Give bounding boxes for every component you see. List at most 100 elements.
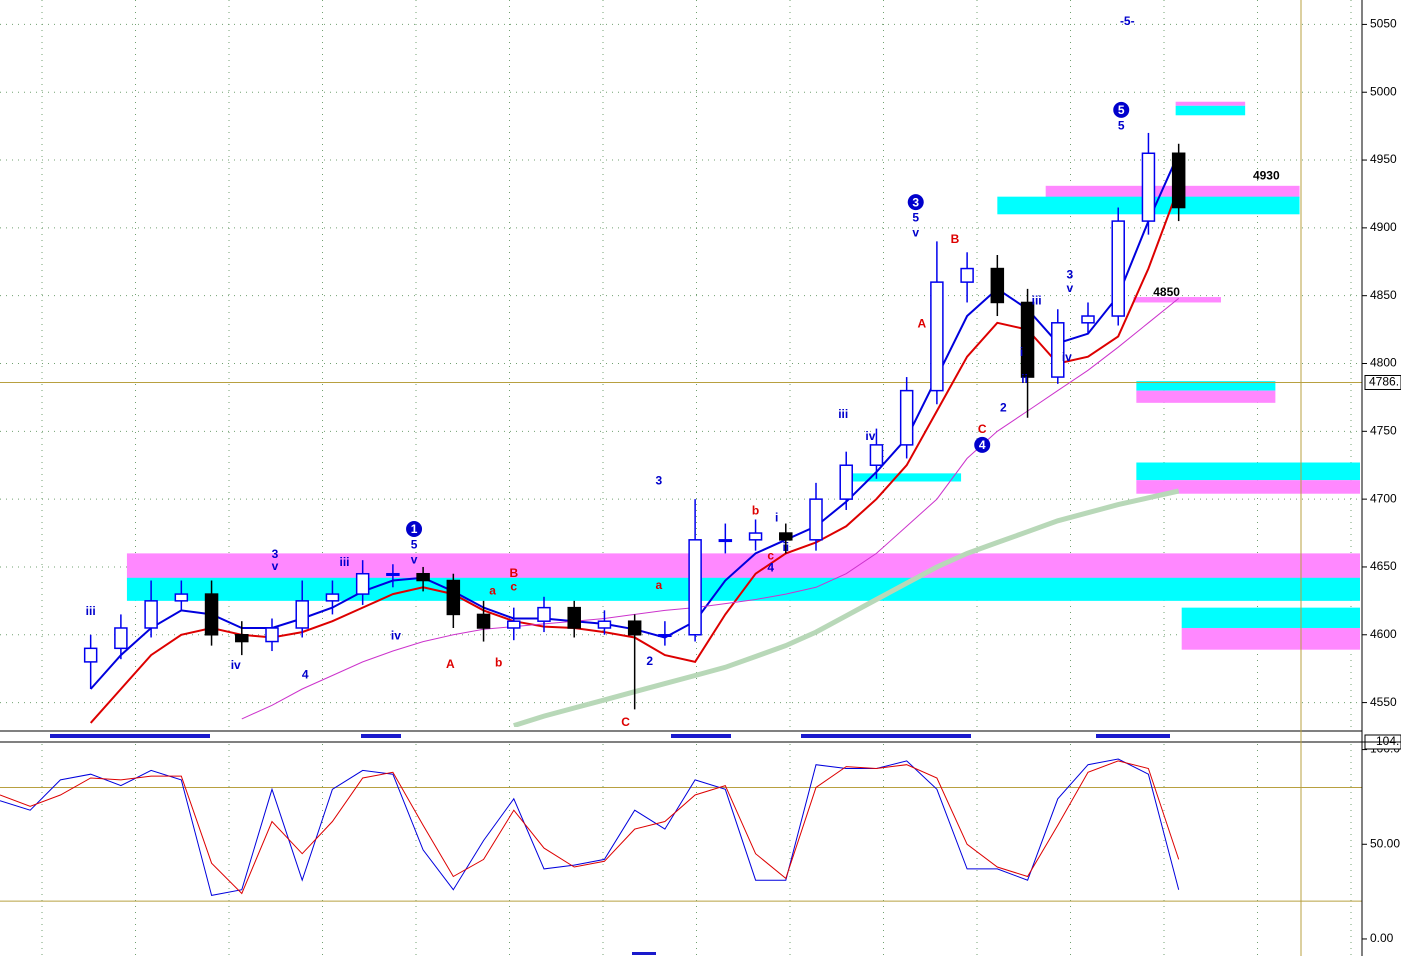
signal-bar [1096, 734, 1170, 738]
value-label: 104. [1376, 734, 1399, 748]
y-tick-label: 4750 [1370, 423, 1397, 437]
wave-label: v [1067, 281, 1074, 295]
candle-body [174, 593, 189, 602]
wave-label: -5- [1120, 14, 1135, 28]
oscillator-line [0, 760, 1180, 895]
candle-body [899, 389, 914, 446]
wave-label: 2 [646, 654, 653, 668]
wave-label: iii [86, 604, 96, 618]
wave-label: C [621, 715, 630, 729]
candle-body [1020, 301, 1035, 378]
wave-label: 4930 [1253, 168, 1280, 182]
wave-label: 3 [272, 547, 279, 561]
candle-body [688, 539, 702, 636]
wave-label: iv [1062, 350, 1072, 364]
wave-label: iii [1032, 293, 1042, 307]
y-tick-label: 4800 [1370, 356, 1397, 370]
wave-label: iii [838, 407, 848, 421]
signal-bars [50, 734, 1170, 955]
wave-label: iv [231, 658, 241, 672]
y-tick-label: 0.00 [1370, 931, 1394, 945]
candle-body [930, 281, 944, 392]
candle-body [537, 606, 551, 622]
moving-average [513, 488, 1180, 727]
candle-body [386, 572, 400, 576]
candle-body [1171, 152, 1186, 209]
wave-label: 4850 [1153, 285, 1180, 299]
zone [1181, 627, 1360, 650]
wave-label: 4 [302, 668, 309, 682]
wave-label: ii [1021, 372, 1028, 386]
price-label-box [1364, 374, 1401, 390]
wave-label: 3 [1067, 268, 1074, 282]
wave-label: c [510, 579, 517, 593]
wave-label: 2 [1000, 400, 1007, 414]
oscillator-panel [0, 744, 1362, 956]
wave-label: 4 [767, 560, 774, 574]
axis-bg [1362, 0, 1401, 956]
signal-bar [632, 952, 656, 955]
wave-label: B [509, 566, 518, 580]
y-tick-label: 4550 [1370, 695, 1397, 709]
y-tick-label: 4650 [1370, 559, 1397, 573]
wave-circle [907, 194, 924, 211]
candle-body [355, 572, 370, 595]
signal-bar [361, 734, 401, 738]
candle-body [1111, 220, 1125, 317]
candle-body [1141, 152, 1156, 222]
candle-body [144, 600, 158, 629]
candle-body [507, 620, 521, 629]
wave-label: a [656, 578, 663, 592]
candle-body [839, 464, 853, 500]
wave-label: iv [865, 429, 875, 443]
y-tick-label: 5000 [1370, 84, 1397, 98]
wave-label: 3 [656, 474, 663, 488]
wave-label: B [951, 232, 960, 246]
wave-label: c [767, 548, 774, 562]
moving-average [241, 298, 1180, 720]
candle-body [204, 593, 219, 636]
wave-label: v [411, 552, 418, 566]
candle-body [1051, 322, 1065, 378]
zone [1136, 390, 1276, 403]
y-tick-label: 4600 [1370, 627, 1397, 641]
candle-body [990, 267, 1005, 304]
candle-body [809, 498, 823, 541]
candle-body [1081, 315, 1095, 324]
candle-body [295, 600, 309, 629]
wave-label: iii [340, 555, 350, 569]
wave-label: A [446, 657, 455, 671]
candle-body [567, 606, 581, 629]
wave-label: b [752, 504, 759, 518]
candle-body [83, 647, 98, 663]
candle-body [446, 579, 461, 616]
signal-bar [801, 734, 971, 738]
price-label: 4786. [1369, 375, 1399, 389]
zone [1136, 462, 1360, 481]
wave-label: iv [391, 628, 401, 642]
candle-body [265, 627, 279, 643]
candle-body [718, 539, 733, 543]
candle-body [779, 532, 793, 541]
y-tick-label: 4900 [1370, 220, 1397, 234]
candle-body [476, 613, 491, 629]
candle-body [869, 444, 884, 466]
y-tick-label: 50.00 [1370, 836, 1400, 850]
zone [126, 553, 1360, 581]
wave-circle-label: 4 [979, 438, 986, 452]
wave-circle-label: 3 [912, 195, 919, 209]
wave-label: 5 [912, 211, 919, 225]
wave-label: C [978, 422, 987, 436]
y-tick-label: 4700 [1370, 491, 1397, 505]
wave-label: 5 [411, 537, 418, 551]
zone [1175, 105, 1246, 116]
axis-column: 4550 4600 4650 4700 4750 4800 4850 4900 4950 5000… [1361, 0, 1401, 956]
y-tick-label: 5050 [1370, 17, 1397, 31]
candle-body [748, 532, 763, 541]
signal-bar [50, 734, 210, 738]
wave-label: ii [782, 540, 789, 554]
wave-label: b [495, 655, 502, 669]
candle-body [416, 572, 430, 582]
wave-label: i [775, 510, 778, 524]
